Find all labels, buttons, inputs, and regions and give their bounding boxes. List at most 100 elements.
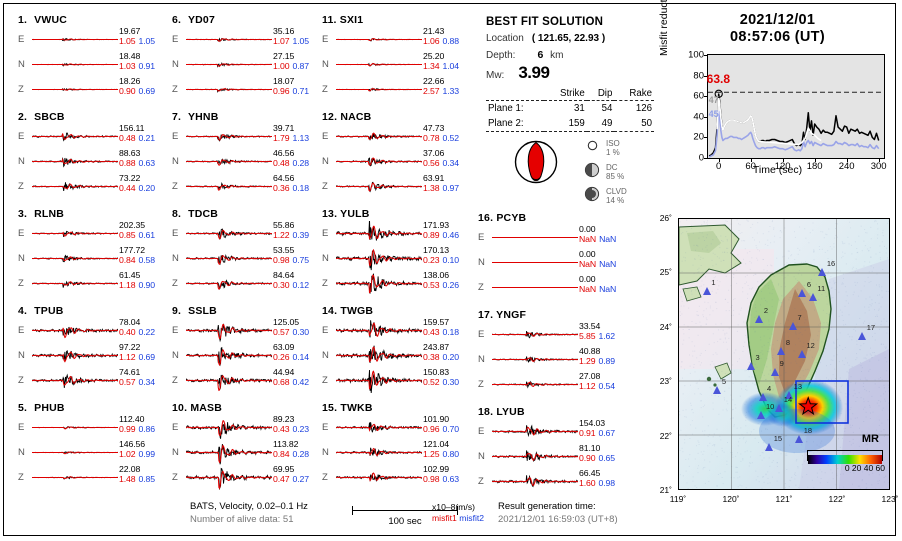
trace-misfit1: NaN <box>579 233 597 244</box>
chart-y-tickmark <box>704 96 708 98</box>
trace-misfit2: 0.30 <box>292 326 310 337</box>
trace-misfit2: 0.23 <box>292 423 310 434</box>
station-marker-4[interactable] <box>758 393 767 402</box>
trace-misfits: 1.12 0.54 <box>579 381 615 391</box>
trace-misfits: 1.02 0.99 <box>119 449 155 459</box>
trace-misfit1: 1.07 <box>273 35 290 46</box>
trace-plot <box>492 419 578 444</box>
trace-misfit1: 0.57 <box>119 376 136 387</box>
trace-plot <box>336 52 422 77</box>
station-marker-14[interactable] <box>775 404 784 412</box>
waveform-trace: N 177.72 0.84 0.58 <box>18 245 168 271</box>
trace-misfit1: 0.48 <box>273 157 290 168</box>
waveform-trace: N 37.06 0.56 0.34 <box>322 148 472 174</box>
component-label: Z <box>322 278 328 289</box>
clvd-name: CLVD <box>606 187 627 196</box>
map-latitude-tick: 24˚ <box>659 321 672 332</box>
trace-misfit2: 0.22 <box>138 326 156 337</box>
plane2-label: Plane 2: <box>488 118 524 129</box>
result-label: Result generation time: <box>498 501 596 512</box>
chart-y-tickmark <box>704 116 708 118</box>
planes-header-rake: Rake <box>629 88 652 99</box>
station-number: 5. <box>18 402 28 414</box>
station-marker-10[interactable] <box>757 410 766 419</box>
trace-amplitude: 146.56 <box>119 439 145 449</box>
station-marker-label-11: 11 <box>817 284 826 294</box>
trace-plot <box>336 465 422 490</box>
location-value: ( 121.65, 22.93 ) <box>531 33 606 44</box>
trace-amplitude: 73.22 <box>119 173 141 183</box>
trace-plot <box>32 318 118 343</box>
component-label: N <box>322 59 329 70</box>
station-code: SSLB <box>188 305 217 317</box>
station-marker-11[interactable] <box>808 293 817 302</box>
component-label: N <box>18 447 25 458</box>
waveform-trace: N 18.48 1.03 0.91 <box>18 51 168 77</box>
trace-misfit1: 0.47 <box>273 473 290 484</box>
station-marker-8[interactable] <box>777 347 786 356</box>
station-marker-16[interactable] <box>818 267 827 276</box>
component-label: N <box>172 350 179 361</box>
component-label: N <box>322 156 329 167</box>
source-type-list: ISO 1 % DC 85 % <box>582 136 662 208</box>
trace-misfit1: 1.12 <box>579 380 596 391</box>
station-marker-12[interactable] <box>797 350 806 358</box>
station-number: 11. <box>322 14 337 26</box>
trace-misfit1: 0.56 <box>423 157 440 168</box>
station-number: 7. <box>172 111 182 123</box>
clvd-beachball-icon <box>582 186 602 207</box>
trace-plot <box>336 149 422 174</box>
station-marker-17[interactable] <box>858 332 867 341</box>
waveform-trace: Z 150.83 0.52 0.30 <box>322 367 472 393</box>
scale-bar-line <box>352 506 458 515</box>
component-label: Z <box>18 472 24 483</box>
station-marker-6[interactable] <box>798 289 807 298</box>
station-block: 3. RLNB E 202.35 0.85 0.61 N 177.72 0.84 0.58 Z 61… <box>18 208 168 296</box>
trace-misfit1: 1.48 <box>119 473 136 484</box>
station-header: 3. RLNB <box>18 208 168 220</box>
trace-misfit1: 1.05 <box>119 35 136 46</box>
waveform-trace: N 113.82 0.84 0.28 <box>172 439 322 465</box>
trace-misfit2: 1.33 <box>442 85 460 96</box>
chart-y-tickmark <box>704 158 708 159</box>
station-marker-7[interactable] <box>788 321 797 330</box>
station-marker-13[interactable] <box>785 390 794 399</box>
trace-misfit1: 1.60 <box>579 477 596 488</box>
trace-misfit2: NaN <box>599 283 617 294</box>
trace-plot <box>186 174 272 199</box>
component-label: E <box>322 34 329 45</box>
station-code: PHUB <box>34 402 65 414</box>
trace-misfits: 1.03 0.91 <box>119 61 155 71</box>
trace-plot <box>186 465 272 490</box>
dc-name: DC <box>606 163 618 172</box>
station-header: 14. TWGB <box>322 305 472 317</box>
station-marker-3[interactable] <box>746 362 755 371</box>
scale-bar-label: 100 sec <box>388 516 422 527</box>
component-label: N <box>322 350 329 361</box>
waveform-trace: E 112.40 0.99 0.86 <box>18 414 168 440</box>
station-code: TWKB <box>340 402 373 414</box>
station-marker-15[interactable] <box>765 443 774 452</box>
alive-data-line: Number of alive data: 51 <box>190 514 294 525</box>
trace-amplitude: 55.86 <box>273 220 295 230</box>
component-label: E <box>172 34 179 45</box>
station-marker-1[interactable] <box>702 286 711 295</box>
station-marker-5[interactable] <box>713 386 722 395</box>
trace-plot <box>492 322 578 347</box>
list-item: DC 85 % <box>582 160 662 184</box>
iso-percent: 1 % <box>606 148 620 157</box>
station-code: MASB <box>190 402 223 414</box>
station-marker-18[interactable] <box>795 435 804 444</box>
plane1-rake: 126 <box>635 103 652 114</box>
station-header: 6. YD07 <box>172 14 322 26</box>
chart-y-tick: 20 <box>693 131 704 143</box>
chart-y-tickmark <box>704 55 708 56</box>
trace-amplitude: 63.09 <box>273 342 295 352</box>
trace-misfit2: 0.67 <box>598 427 616 438</box>
station-marker-9[interactable] <box>771 367 780 376</box>
trace-plot <box>186 27 272 52</box>
trace-misfit1: 0.96 <box>273 85 290 96</box>
station-marker-2[interactable] <box>755 314 764 323</box>
misfit2-legend: misfit2 <box>459 513 485 523</box>
